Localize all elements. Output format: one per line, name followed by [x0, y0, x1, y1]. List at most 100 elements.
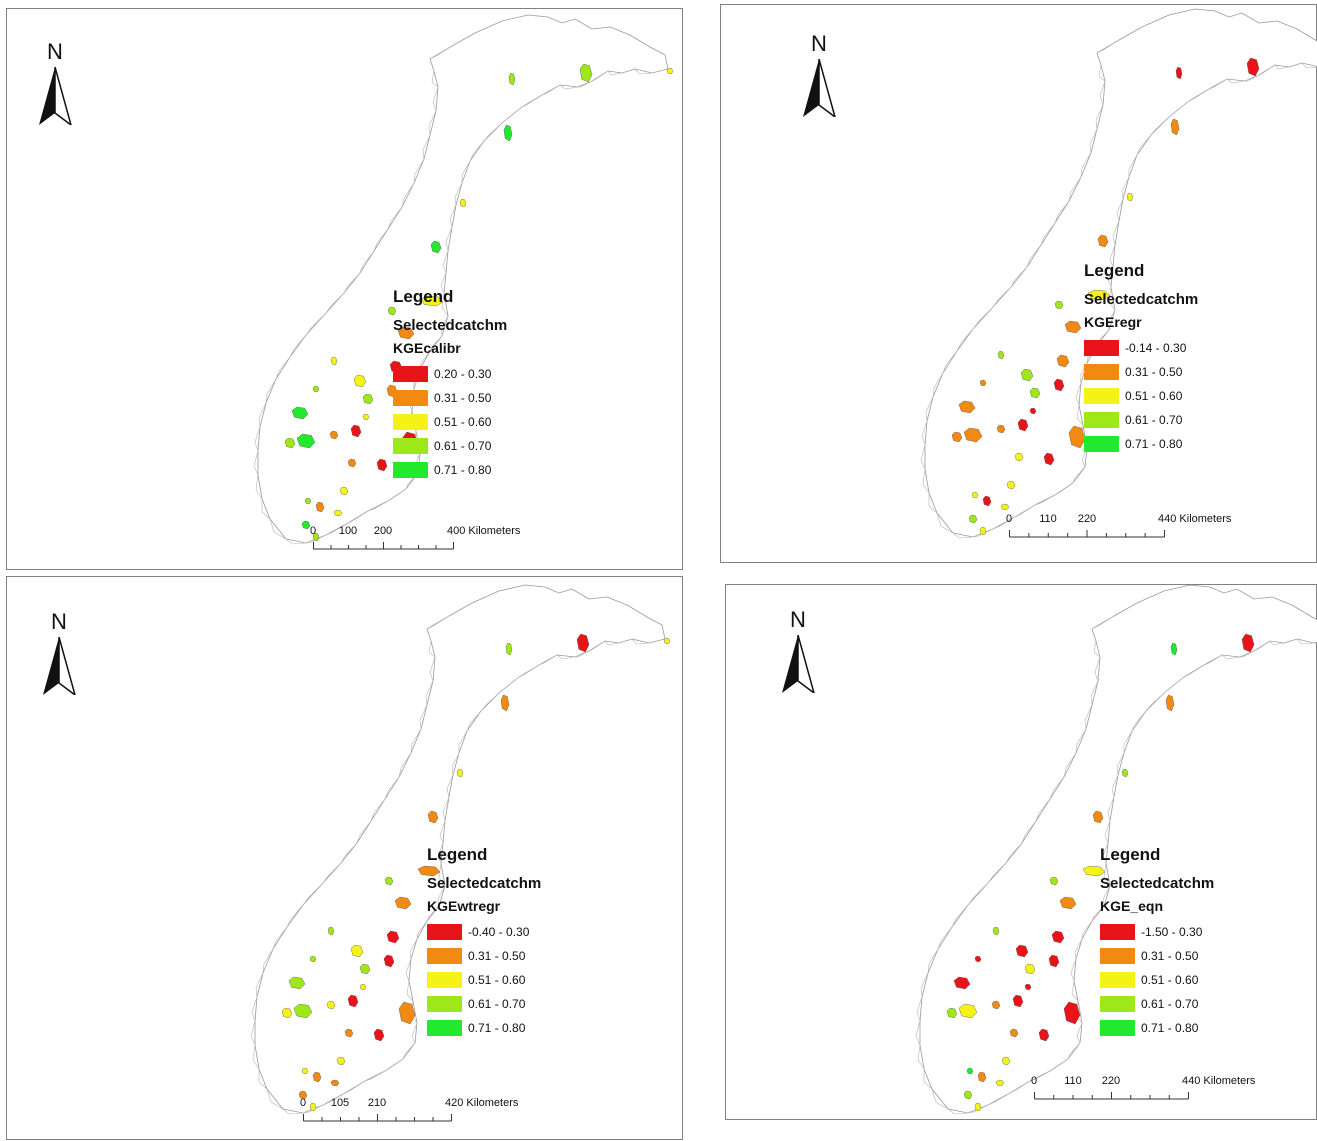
legend-swatch: [427, 1020, 462, 1036]
catchment-polygon: [296, 433, 316, 449]
catchment-polygon: [579, 63, 593, 83]
legend-swatch: [1100, 948, 1135, 964]
scale-tick-label: 220: [1101, 1075, 1121, 1087]
catchment-polygon: [327, 926, 335, 936]
legend-swatch: [1084, 412, 1119, 428]
catchment-polygon: [1165, 694, 1175, 712]
legend-class-label: 0.51 - 0.60: [468, 973, 526, 987]
catchment-polygon: [995, 1079, 1005, 1087]
legend-swatch: [1084, 388, 1119, 404]
north-arrow: N: [799, 31, 839, 121]
catchment-polygon: [362, 413, 370, 421]
legend: Legend Selectedcatchm KGEcalibr 0.20 - 0…: [393, 287, 507, 482]
catchment-polygon: [1006, 480, 1016, 490]
scale-tick-label: 220: [1077, 513, 1097, 525]
catchment-polygon: [576, 633, 590, 653]
legend-swatch: [393, 462, 428, 478]
catchment-polygon: [344, 1028, 354, 1038]
catchment-polygon: [1170, 642, 1178, 656]
legend-class-3: 0.51 - 0.60: [1084, 384, 1198, 408]
legend-class-label: 0.20 - 0.30: [434, 367, 492, 381]
catchment-polygon: [1064, 320, 1082, 334]
scale-tick-label: 440 Kilometers: [1158, 513, 1232, 525]
legend-swatch: [393, 438, 428, 454]
catchment-polygon: [974, 955, 982, 963]
catchment-polygon: [508, 72, 516, 86]
catchment-polygon: [376, 458, 388, 472]
catchment-polygon: [1048, 954, 1060, 968]
country-outline: [919, 585, 1317, 1114]
legend-field-name: KGEregr: [1084, 314, 1142, 330]
legend: Legend Selectedcatchm KGE_eqn -1.50 - 0.…: [1100, 845, 1214, 1040]
legend-class-label: 0.71 - 0.80: [1125, 437, 1183, 451]
catchment-polygon: [946, 1007, 958, 1019]
catchment-polygon: [329, 430, 339, 440]
catchment-polygon: [958, 400, 976, 414]
legend-layer-name: Selectedcatchm: [427, 875, 542, 892]
legend-swatch: [1084, 364, 1119, 380]
catchment-polygon: [420, 295, 444, 307]
catchment-polygon: [963, 427, 983, 443]
catchment-polygon: [301, 520, 311, 530]
legend-class-4: 0.61 - 0.70: [393, 434, 507, 458]
catchment-polygon: [968, 514, 978, 524]
catchment-polygon: [417, 865, 441, 877]
north-label: N: [51, 609, 67, 634]
legend-class-3: 0.51 - 0.60: [393, 410, 507, 434]
catchment-polygon: [298, 1090, 308, 1100]
catchment-polygon: [974, 1102, 982, 1112]
legend-class-2: 0.31 - 0.50: [1084, 360, 1198, 384]
catchment-polygon: [312, 385, 320, 393]
scale-tick-label: 110: [1039, 513, 1057, 525]
catchment-polygon: [951, 431, 963, 443]
catchment-polygon: [288, 976, 306, 990]
scale-tick-label: 420 Kilometers: [445, 1097, 519, 1109]
legend-swatch: [393, 390, 428, 406]
scale-tick-label: 105: [330, 1097, 350, 1109]
catchment-polygon: [1024, 983, 1032, 991]
catchment-polygon: [1054, 300, 1064, 310]
scale-tick-label: 0: [299, 1097, 307, 1109]
legend-swatch: [427, 924, 462, 940]
catchment-polygon: [339, 486, 349, 496]
legend-title: Legend: [427, 845, 488, 864]
catchment-polygon: [397, 326, 415, 340]
scale-bar: 0 110 220 440 Kilometers: [1031, 1075, 1304, 1108]
legend: Legend Selectedcatchm KGEwtregr -0.40 - …: [427, 845, 541, 1040]
catchment-polygon: [1020, 368, 1034, 382]
catchment-polygon: [293, 1003, 313, 1019]
catchment-polygon: [1126, 192, 1134, 202]
catchment-polygon: [284, 437, 296, 449]
catchment-polygon: [362, 393, 374, 405]
north-label: N: [790, 607, 806, 632]
catchment-polygon: [398, 1001, 416, 1025]
catchment-polygon: [1241, 633, 1255, 653]
catchment-polygon: [971, 491, 979, 499]
scale-tick-label: 200: [373, 525, 393, 537]
map-panel-kgecalibr: N Legend Selectedcatchm KGEcalibr 0.20 -…: [6, 8, 683, 570]
scale-tick-label: 0: [1005, 513, 1013, 525]
legend-class-label: 0.71 - 0.80: [434, 463, 492, 477]
map-panel-kgeregr: N Legend Selectedcatchm KGEregr -0.14 - …: [720, 4, 1317, 563]
north-arrow: N: [39, 609, 79, 699]
catchment-polygon: [347, 458, 357, 468]
catchment-polygon: [1087, 289, 1111, 301]
scale-tick-label: 100: [338, 525, 358, 537]
scale-bar: 0 100 200 400 Kilometers: [309, 525, 573, 558]
catchment-polygon: [309, 955, 317, 963]
catchment-polygon: [1175, 66, 1183, 80]
legend-field-name: KGEwtregr: [427, 898, 501, 914]
catchment-polygon: [663, 637, 671, 645]
legend-swatch: [1100, 1020, 1135, 1036]
legend-layer-name: Selectedcatchm: [393, 317, 508, 334]
catchment-polygon: [991, 1000, 1001, 1010]
catchment-polygon: [333, 509, 343, 517]
norway-map: [253, 14, 674, 545]
legend-class-2: 0.31 - 0.50: [1100, 944, 1214, 968]
catchment-polygon: [996, 424, 1006, 434]
legend-class-label: 0.61 - 0.70: [1125, 413, 1183, 427]
catchment-polygon: [336, 1056, 346, 1066]
scale-tick-label: 0: [309, 525, 317, 537]
catchment-polygon: [387, 306, 397, 316]
catchment-polygon: [386, 930, 400, 944]
